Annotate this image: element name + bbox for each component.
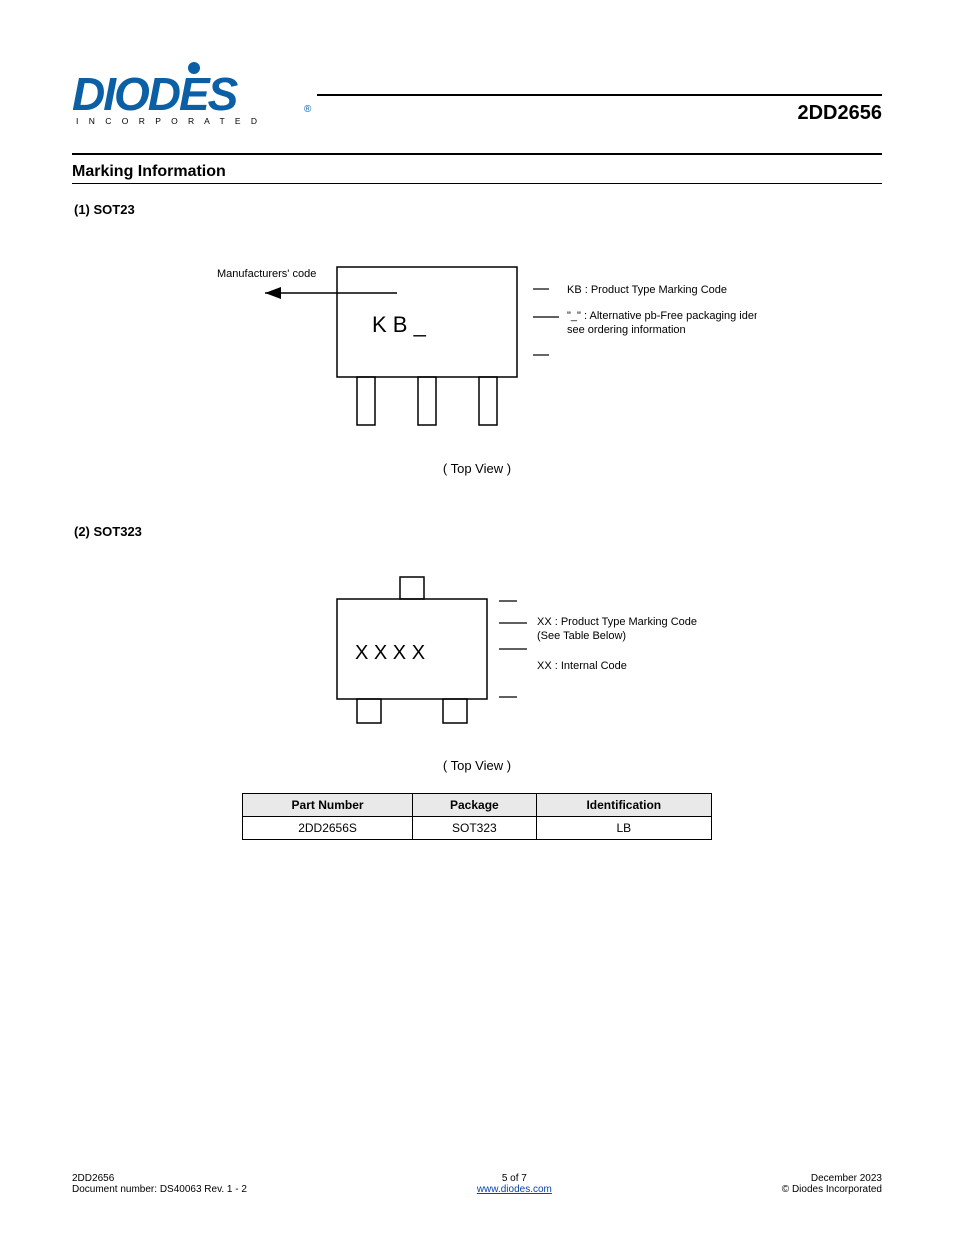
arrow-label: Manufacturers' code: [217, 268, 316, 280]
marking-table: Part Number Package Identification 2DD26…: [242, 793, 712, 840]
lead-bottom-2: [443, 699, 467, 723]
footer-page: 5 of 7: [247, 1173, 782, 1184]
section-marking-info: Marking Information: [72, 163, 882, 181]
footer-copyright: © Diodes Incorporated: [782, 1184, 882, 1195]
lead-top: [400, 577, 424, 599]
product-name: 2DD2656: [797, 102, 882, 125]
th-package: Package: [413, 794, 536, 817]
sot323-diagram: X X X X XX : Product Type Marking Code (…: [72, 569, 882, 744]
diodes-logo-svg: DIODES ® I N C O R P O R A T E D: [72, 60, 317, 130]
footer-link[interactable]: www.diodes.com: [477, 1184, 552, 1195]
marking-table-wrap: Part Number Package Identification 2DD26…: [72, 793, 882, 840]
sot323-legend-line1: XX : Product Type Marking Code: [537, 616, 697, 628]
cell-identification: LB: [536, 817, 711, 840]
logo-text: DIODES: [72, 68, 239, 120]
lead-2: [418, 377, 436, 425]
divider-top: [72, 153, 882, 155]
arrow-head-icon: [265, 287, 281, 299]
page-footer: 2DD2656 Document number: DS40063 Rev. 1 …: [72, 1173, 882, 1195]
footer-center: 5 of 7 www.diodes.com: [247, 1173, 782, 1195]
footer-date: December 2023: [782, 1173, 882, 1184]
table-header-row: Part Number Package Identification: [243, 794, 712, 817]
subtitle-sot323: (2) SOT323: [74, 524, 882, 539]
header-rule: [317, 94, 882, 96]
sot23-marking-text: K B _: [372, 312, 427, 337]
sot23-diagram: K B _ Manufacturers' code KB : Product T…: [72, 247, 882, 447]
logo-reg-mark: ®: [304, 104, 312, 115]
subtitle-sot23: (1) SOT23: [74, 202, 882, 217]
footer-right: December 2023 © Diodes Incorporated: [782, 1173, 882, 1195]
table-row: 2DD2656S SOT323 LB: [243, 817, 712, 840]
datasheet-page: DIODES ® I N C O R P O R A T E D 2DD2656…: [0, 0, 954, 1235]
lead-1: [357, 377, 375, 425]
lead-3: [479, 377, 497, 425]
sot323-svg: X X X X XX : Product Type Marking Code (…: [217, 569, 737, 744]
footer-docnum: Document number: DS40063 Rev. 1 - 2: [72, 1184, 247, 1195]
sot323-legend-line3: XX : Internal Code: [537, 660, 627, 672]
sot23-svg: K B _ Manufacturers' code KB : Product T…: [197, 247, 757, 447]
package-body: [337, 267, 517, 377]
logo-subtext: I N C O R P O R A T E D: [76, 116, 261, 126]
sot323-marking-text: X X X X: [355, 642, 425, 664]
sot23-legend-line3: see ordering information: [567, 324, 686, 336]
lead-bottom-1: [357, 699, 381, 723]
footer-left: 2DD2656 Document number: DS40063 Rev. 1 …: [72, 1173, 247, 1195]
cell-package: SOT323: [413, 817, 536, 840]
sot23-legend-line1: KB : Product Type Marking Code: [567, 284, 727, 296]
sot323-top-view-label: ( Top View ): [72, 758, 882, 773]
cell-part-number: 2DD2656S: [243, 817, 413, 840]
logo-dot-icon: [188, 62, 200, 74]
sot23-legend-line2: "_" : Alternative pb-Free packaging iden…: [567, 310, 757, 322]
th-part-number: Part Number: [243, 794, 413, 817]
brand-logo: DIODES ® I N C O R P O R A T E D: [72, 60, 317, 130]
th-identification: Identification: [536, 794, 711, 817]
footer-product: 2DD2656: [72, 1173, 247, 1184]
divider-under-title: [72, 183, 882, 184]
sot23-top-view-label: ( Top View ): [72, 461, 882, 476]
sot323-legend-line2: (See Table Below): [537, 630, 626, 642]
